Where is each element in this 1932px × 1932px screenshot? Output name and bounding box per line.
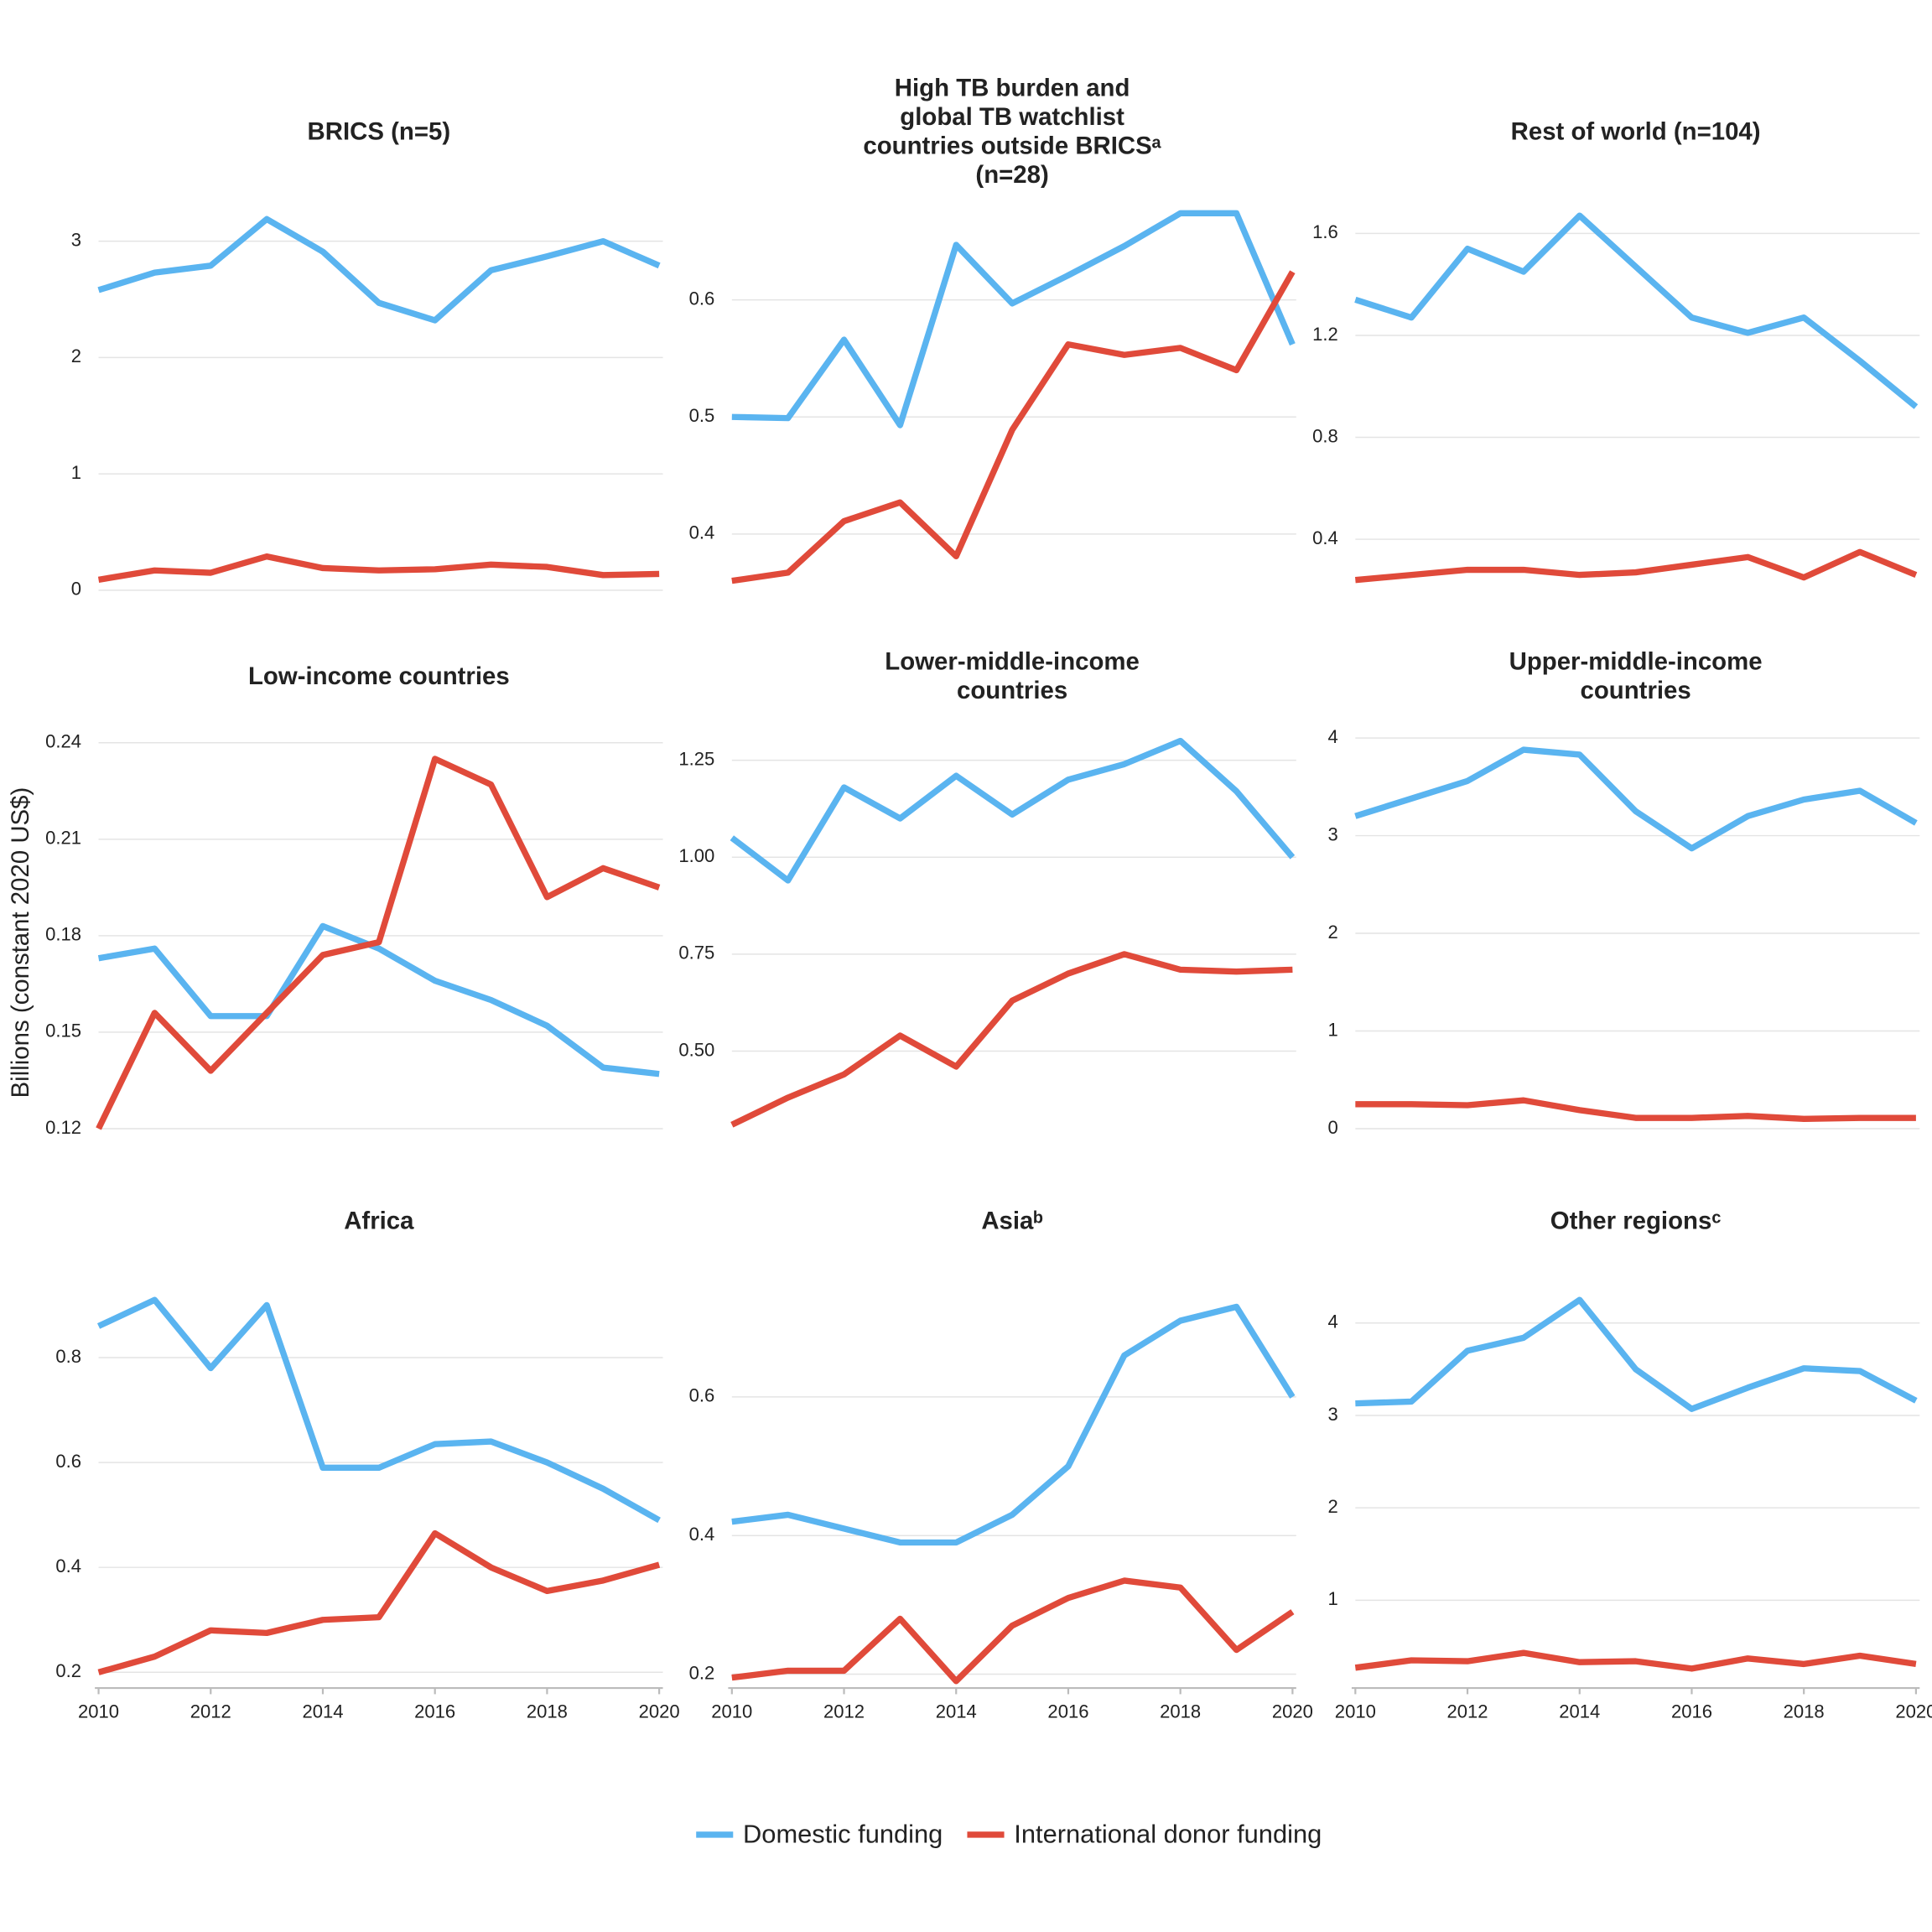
panel-title: Upper-middle-income xyxy=(1509,648,1763,676)
y-tick-label: 0.24 xyxy=(45,731,81,752)
panel-title: Lower-middle-income xyxy=(885,648,1140,676)
y-tick-label: 0.6 xyxy=(55,1451,81,1472)
y-tick-label: 0.4 xyxy=(1312,527,1338,548)
data-line xyxy=(96,1296,661,1524)
data-line xyxy=(97,553,660,583)
y-tick-label: 0 xyxy=(1327,1117,1337,1138)
x-tick-label: 2016 xyxy=(1047,1701,1088,1722)
y-tick-label: 0.75 xyxy=(678,943,714,963)
panel-title: Africa xyxy=(344,1207,414,1234)
y-tick-label: 1.6 xyxy=(1312,221,1338,242)
x-tick-label: 2018 xyxy=(1784,1701,1825,1722)
panel-title: countries xyxy=(957,677,1067,704)
y-tick-label: 0.2 xyxy=(55,1660,81,1681)
x-tick-label: 2010 xyxy=(711,1701,752,1722)
data-line xyxy=(96,756,661,1130)
x-tick-label: 2012 xyxy=(823,1701,865,1722)
x-tick-label: 2020 xyxy=(639,1701,680,1722)
y-tick-label: 1.00 xyxy=(678,845,714,866)
y-tick-label: 1.25 xyxy=(678,748,714,769)
panel-title: Asiaᵇ xyxy=(981,1207,1043,1234)
x-tick-label: 2010 xyxy=(1335,1701,1376,1722)
y-tick-label: 0.18 xyxy=(45,924,81,945)
panel-title: High TB burden and xyxy=(895,75,1130,102)
y-tick-label: 0.4 xyxy=(689,522,715,543)
data-line xyxy=(97,216,661,324)
data-line xyxy=(731,1303,1296,1546)
y-tick-label: 1.2 xyxy=(1312,324,1338,345)
y-tick-label: 2 xyxy=(71,345,81,366)
data-line xyxy=(1354,746,1918,852)
data-line xyxy=(1354,212,1919,409)
x-tick-label: 2012 xyxy=(1447,1701,1488,1722)
x-tick-label: 2018 xyxy=(527,1701,568,1722)
data-line xyxy=(1355,1097,1916,1122)
y-tick-label: 0.50 xyxy=(678,1039,714,1060)
x-tick-label: 2014 xyxy=(302,1701,343,1722)
data-line xyxy=(1354,548,1918,584)
panel-title: countries xyxy=(1581,677,1691,704)
y-tick-label: 0.8 xyxy=(55,1346,81,1367)
panel-title: Other regionsᶜ xyxy=(1550,1207,1722,1234)
x-tick-label: 2014 xyxy=(1559,1701,1600,1722)
y-tick-label: 0.8 xyxy=(1312,425,1338,446)
y-tick-label: 3 xyxy=(1327,823,1337,844)
y-axis-label: Billions (constant 2020 US$) xyxy=(7,787,34,1098)
data-line xyxy=(730,951,1293,1128)
y-tick-label: 3 xyxy=(71,229,81,250)
y-tick-label: 0.5 xyxy=(689,405,715,426)
data-line xyxy=(97,1530,661,1675)
data-line xyxy=(1354,1649,1917,1672)
x-tick-label: 2018 xyxy=(1160,1701,1201,1722)
data-line xyxy=(731,1577,1295,1685)
panel-title: global TB watchlist xyxy=(900,103,1124,131)
y-tick-label: 2 xyxy=(1327,922,1337,943)
y-tick-label: 2 xyxy=(1327,1496,1337,1517)
panel-title: Low-income countries xyxy=(248,662,510,690)
panel-title: Rest of world (n=104) xyxy=(1511,117,1761,145)
panel-title: countries outside BRICSᵃ xyxy=(863,132,1161,160)
y-tick-label: 0.15 xyxy=(45,1021,81,1041)
y-tick-label: 1 xyxy=(71,462,81,483)
y-tick-label: 0.4 xyxy=(55,1555,81,1576)
legend-label: International donor funding xyxy=(1014,1820,1322,1849)
legend-label: Domestic funding xyxy=(743,1820,943,1849)
data-line xyxy=(731,210,1296,428)
y-tick-label: 0.12 xyxy=(45,1117,81,1138)
x-tick-label: 2016 xyxy=(414,1701,455,1722)
y-tick-label: 0.21 xyxy=(45,828,81,849)
data-line xyxy=(730,737,1296,884)
y-tick-label: 4 xyxy=(1327,726,1337,747)
y-tick-label: 4 xyxy=(1327,1311,1337,1332)
data-line xyxy=(731,270,1296,584)
y-tick-label: 1 xyxy=(1327,1588,1337,1609)
data-line xyxy=(1355,1296,1918,1412)
y-tick-label: 0.6 xyxy=(689,288,715,309)
y-tick-label: 0.4 xyxy=(689,1524,715,1545)
y-tick-label: 0.2 xyxy=(689,1662,715,1683)
x-tick-label: 2014 xyxy=(936,1701,977,1722)
x-tick-label: 2020 xyxy=(1272,1701,1313,1722)
y-tick-label: 1 xyxy=(1327,1019,1337,1040)
y-tick-label: 0 xyxy=(71,579,81,600)
x-tick-label: 2010 xyxy=(78,1701,119,1722)
y-tick-label: 0.6 xyxy=(689,1385,715,1406)
x-tick-label: 2012 xyxy=(190,1701,231,1722)
panel-title: (n=28) xyxy=(975,161,1048,189)
panel-title: BRICS (n=5) xyxy=(308,117,451,145)
x-tick-label: 2016 xyxy=(1671,1701,1712,1722)
x-tick-label: 2020 xyxy=(1895,1701,1932,1722)
data-line xyxy=(97,922,660,1078)
y-tick-label: 3 xyxy=(1327,1404,1337,1425)
